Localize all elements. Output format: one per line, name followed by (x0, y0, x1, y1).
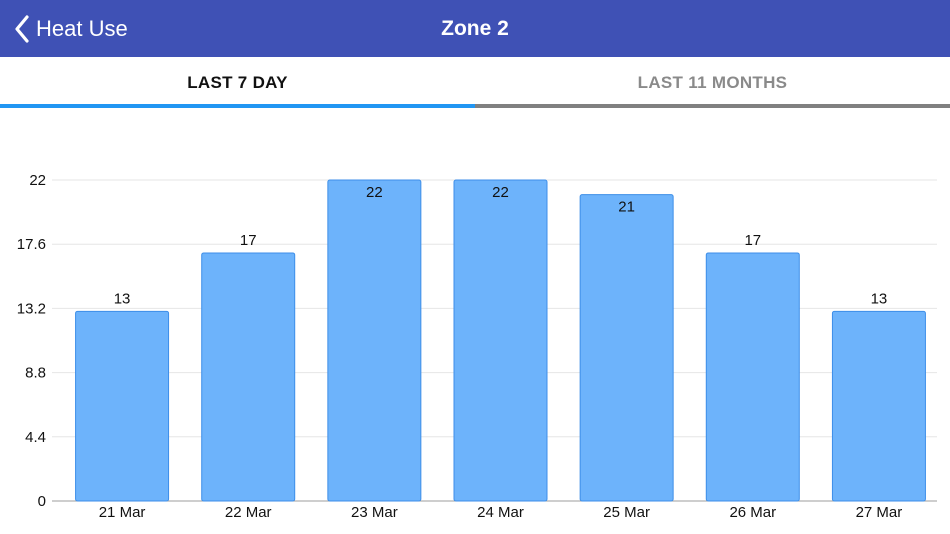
back-button[interactable]: Heat Use (14, 0, 128, 57)
data-label: 22 (492, 184, 509, 201)
bar (201, 252, 296, 502)
data-label: 13 (871, 290, 888, 307)
data-label: 22 (366, 184, 383, 201)
tab-label: LAST 7 DAY (187, 72, 288, 92)
y-tick-label: 22 (29, 172, 46, 189)
tab-bar: LAST 7 DAY LAST 11 MONTHS (0, 57, 950, 108)
tab-indicator (475, 104, 950, 108)
bar (831, 310, 926, 502)
bar (705, 252, 800, 502)
data-label: 13 (114, 290, 131, 307)
y-tick-label: 4.4 (25, 429, 46, 446)
x-tick-label: 23 Mar (351, 504, 398, 521)
tab-last-7-day[interactable]: LAST 7 DAY (0, 57, 475, 108)
x-tick-label: 26 Mar (729, 504, 776, 521)
y-tick-label: 8.8 (25, 365, 46, 382)
y-tick-label: 17.6 (17, 236, 46, 253)
bar (579, 194, 674, 502)
heat-use-bar-chart: 0 4.4 8.8 13.2 17.6 22 13 21 Mar 17 22 Mar 22 23 Ma… (17, 172, 937, 521)
chevron-left-icon (14, 14, 30, 43)
x-tick-label: 24 Mar (477, 504, 524, 521)
x-tick-label: 21 Mar (99, 504, 146, 521)
bar (453, 179, 548, 502)
x-tick-label: 22 Mar (225, 504, 272, 521)
back-label: Heat Use (36, 15, 128, 41)
app-header: Heat Use Zone 2 (0, 0, 950, 57)
page-title: Zone 2 (441, 16, 509, 40)
x-tick-label: 25 Mar (603, 504, 650, 521)
data-label: 21 (618, 199, 635, 216)
bar (327, 179, 422, 502)
data-label: 17 (240, 232, 257, 249)
tab-last-11-months[interactable]: LAST 11 MONTHS (475, 57, 950, 108)
bar (75, 310, 170, 502)
x-tick-label: 27 Mar (856, 504, 903, 521)
tab-label: LAST 11 MONTHS (637, 72, 788, 92)
y-tick-label: 0 (38, 493, 46, 510)
y-tick-label: 13.2 (17, 300, 46, 317)
data-label: 17 (744, 232, 761, 249)
tab-indicator (0, 104, 475, 108)
